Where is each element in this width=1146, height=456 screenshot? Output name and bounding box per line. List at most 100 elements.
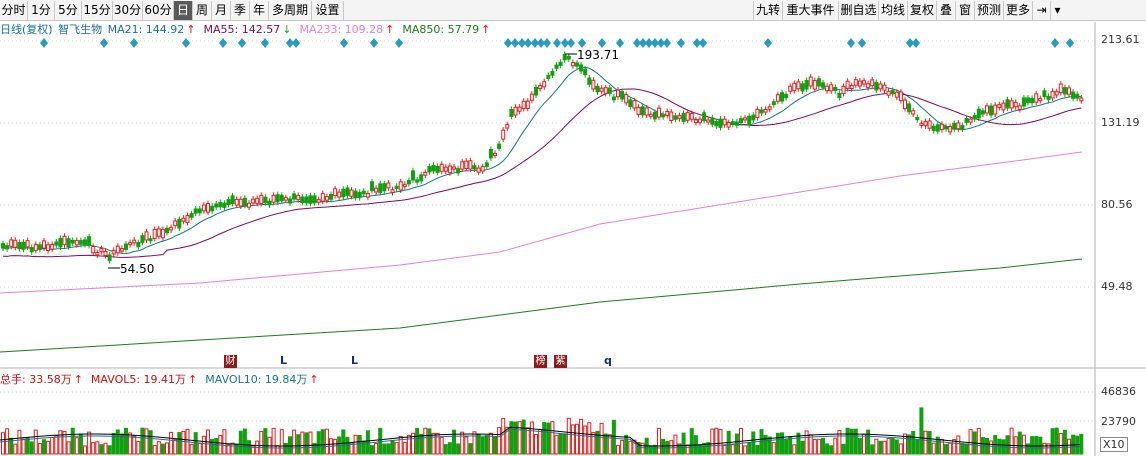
candle-body: [767, 106, 772, 110]
event-mark-q[interactable]: q: [604, 354, 612, 367]
event-mark-rank[interactable]: 榜: [534, 355, 547, 368]
candle-body: [866, 83, 871, 89]
event-diamond-icon: [567, 38, 575, 48]
candle-body: [1042, 90, 1047, 98]
period-button-11[interactable]: 多周期: [269, 1, 312, 20]
event-diamond-icon: [130, 38, 138, 48]
event-mark-finance[interactable]: 财: [224, 355, 237, 368]
volume-bar: [456, 443, 461, 455]
mavol5-line: [0, 426, 1081, 447]
period-button-1[interactable]: 1分: [28, 1, 55, 20]
volume-bar: [234, 443, 239, 455]
ma-legend-item: MA21: 144.92: [107, 23, 185, 36]
period-button-6[interactable]: 日: [174, 1, 193, 20]
period-button-10[interactable]: 年: [250, 1, 269, 20]
candle-body: [484, 162, 489, 168]
volume-bar: [452, 429, 456, 455]
volume-bar: [181, 430, 186, 455]
candle-body: [743, 117, 748, 121]
volume-bar: [898, 443, 903, 455]
candle-body: [144, 231, 149, 241]
candle-body: [493, 152, 497, 156]
volume-bar: [587, 422, 592, 455]
period-button-0[interactable]: 分时: [0, 1, 28, 20]
volume-bar: [870, 444, 875, 455]
candle-body: [759, 109, 764, 114]
tool-button-5[interactable]: 叠: [936, 1, 955, 20]
candle-body: [5, 245, 10, 250]
volume-bar: [935, 436, 940, 455]
volume-bar: [640, 442, 645, 455]
candle-body: [382, 183, 387, 192]
event-mark-l[interactable]: L: [351, 354, 359, 367]
candle-body: [587, 77, 592, 85]
candle-body: [21, 241, 26, 250]
period-button-7[interactable]: 周: [193, 1, 212, 20]
candle-body: [173, 220, 178, 227]
volume-bar: [13, 443, 18, 455]
candle-body: [833, 86, 838, 91]
volume-bar: [927, 431, 932, 455]
period-button-3[interactable]: 15分: [82, 1, 113, 20]
candle-body: [42, 240, 46, 249]
candle-body: [185, 214, 190, 223]
period-button-4[interactable]: 30分: [113, 1, 143, 20]
volume-scale-button[interactable]: X10: [1100, 437, 1128, 452]
volume-bar: [33, 429, 38, 455]
tool-button-2[interactable]: 删自选: [838, 1, 878, 20]
chevron-down-icon[interactable]: ▾: [1050, 1, 1064, 20]
candle-body: [628, 99, 633, 108]
tool-button-3[interactable]: 均线: [878, 1, 907, 20]
volume-bar: [866, 429, 871, 455]
vol-legend-item: MAVOL5: 19.41万: [90, 373, 187, 386]
trend-arrow-icon: ↑: [188, 373, 198, 386]
volume-bar: [1062, 429, 1067, 455]
event-diamond-icon: [518, 38, 526, 48]
candle-body: [152, 228, 157, 239]
volume-bar: [46, 440, 51, 455]
period-button-2[interactable]: 5分: [55, 1, 82, 20]
candle-body: [160, 228, 165, 239]
kline-chart[interactable]: [0, 22, 1146, 456]
volume-bar: [370, 445, 374, 455]
volume-bar: [583, 425, 588, 455]
volume-bar: [1042, 442, 1047, 455]
period-button-5[interactable]: 60分: [143, 1, 174, 20]
volume-bar: [1021, 434, 1026, 455]
volume-bar: [259, 430, 264, 455]
tool-button-6[interactable]: 窗: [955, 1, 974, 20]
ma21-line: [2, 66, 1082, 255]
volume-bar: [546, 422, 551, 455]
volume-bar: [103, 442, 108, 455]
candle-body: [689, 112, 694, 120]
volume-bar: [890, 438, 895, 455]
volume-legend: 总手: 33.58万 ↑ MAVOL5: 19.41万 ↑ MAVOL10: 19.84…: [0, 372, 329, 388]
candle-body: [616, 89, 620, 98]
volume-bar: [201, 435, 206, 455]
volume-bar: [1046, 443, 1051, 455]
candle-body: [894, 91, 899, 98]
period-button-9[interactable]: 季: [231, 1, 250, 20]
tool-button-4[interactable]: 复权: [907, 1, 936, 20]
volume-bar: [472, 431, 477, 455]
period-button-12[interactable]: 设置: [312, 1, 344, 20]
candle-body: [952, 122, 957, 130]
period-button-8[interactable]: 月: [212, 1, 231, 20]
pin-icon[interactable]: ⇥: [1032, 1, 1050, 20]
candle-body: [989, 105, 994, 116]
event-mark-l[interactable]: L: [280, 354, 288, 367]
event-mark-purple[interactable]: 紫: [554, 355, 567, 368]
tool-button-8[interactable]: 更多: [1003, 1, 1032, 20]
volume-bar: [66, 441, 71, 455]
candle-body: [300, 196, 305, 203]
candle-body: [353, 190, 358, 199]
trend-arrow-icon: ↑: [385, 23, 395, 36]
candle-body: [1013, 101, 1018, 108]
tool-button-7[interactable]: 预测: [974, 1, 1003, 20]
tool-button-1[interactable]: 重大事件: [782, 1, 838, 20]
candle-body: [296, 194, 301, 201]
volume-bar: [677, 443, 682, 455]
tool-button-0[interactable]: 九转: [753, 1, 782, 20]
candle-body: [242, 197, 247, 207]
candle-body: [685, 112, 690, 121]
